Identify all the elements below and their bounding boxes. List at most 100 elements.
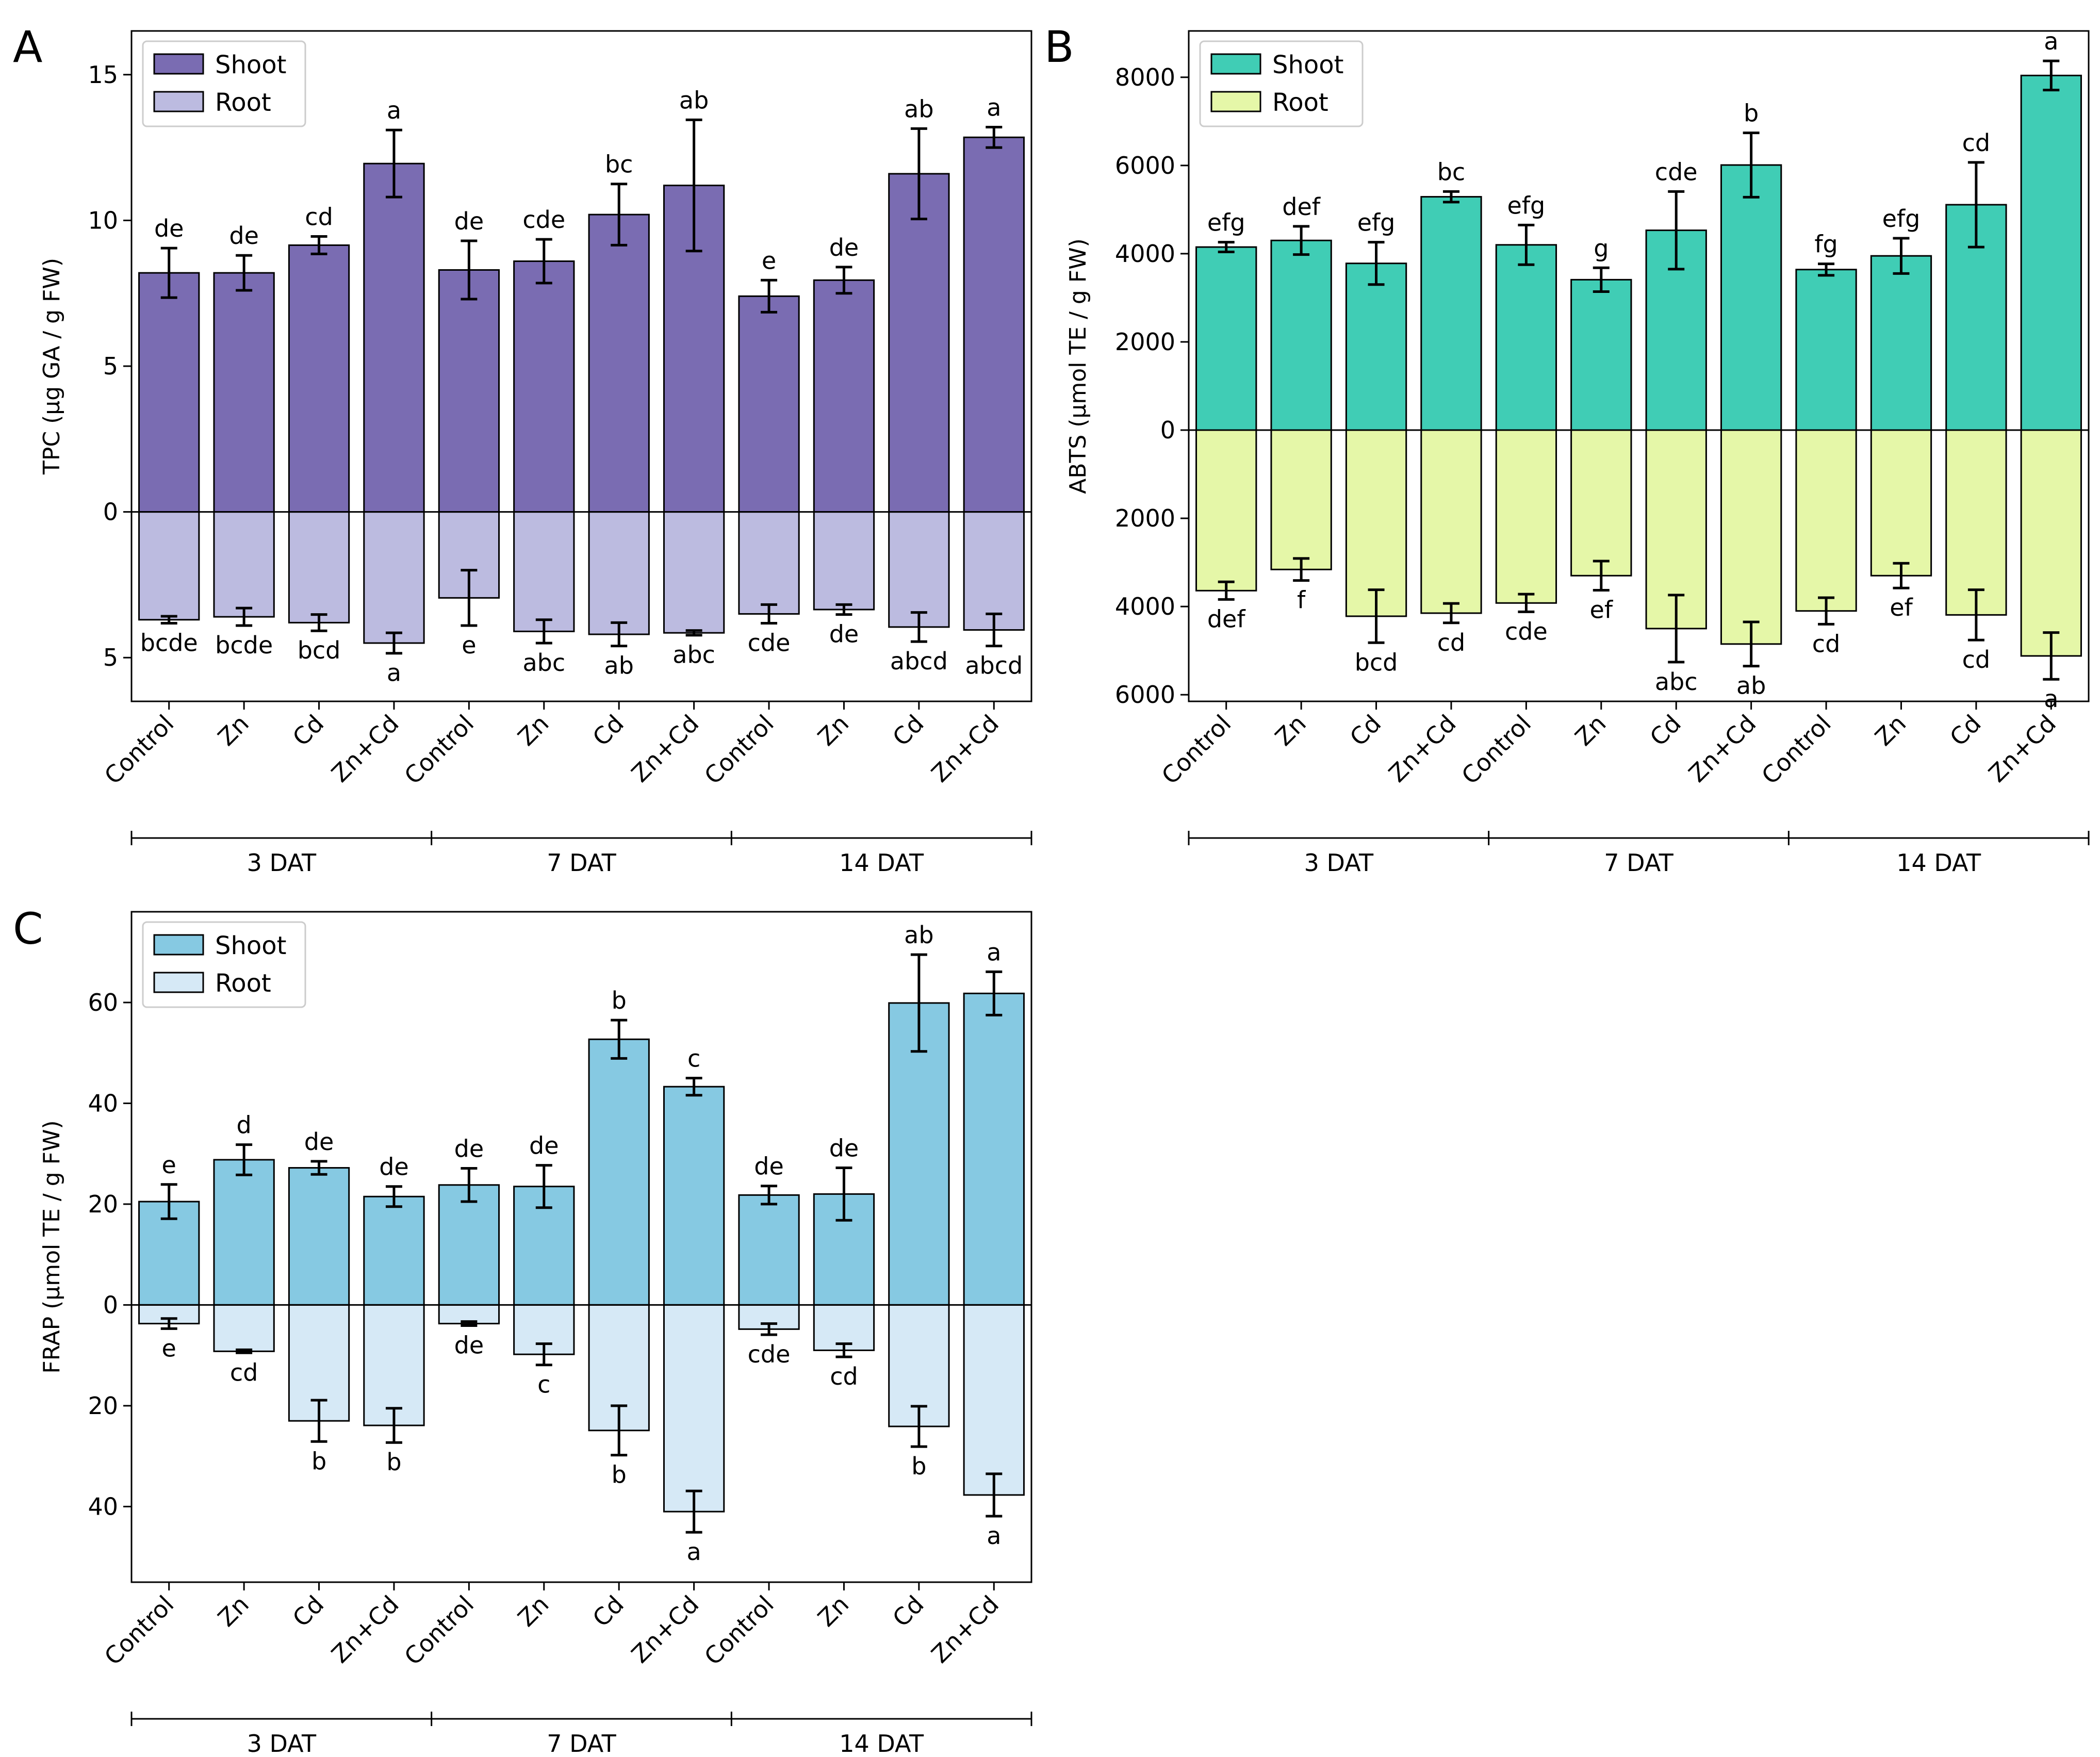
legend-root-label: Root xyxy=(1272,88,1328,117)
root-bar xyxy=(1195,429,1257,592)
y-tick-label: 5 xyxy=(103,352,118,380)
panel-a-tpc-chart: Ade bcde de bcde cd bcd a a de e cde abc bc ab ab abc e c… xyxy=(13,22,1032,877)
group-label: 14 DAT xyxy=(1896,849,1981,877)
shoot-bar xyxy=(1870,255,1932,431)
root-significance-letter: cde xyxy=(1505,617,1548,645)
y-tick-label: 20 xyxy=(88,1190,118,1218)
shoot-significance-letter: de xyxy=(829,1135,859,1162)
root-significance-letter: a xyxy=(687,1538,701,1566)
group-label: 7 DAT xyxy=(547,849,616,877)
shoot-significance-letter: def xyxy=(1282,193,1321,221)
shoot-significance-letter: efg xyxy=(1357,209,1396,237)
root-bar xyxy=(1870,429,1932,577)
x-category-label: Control xyxy=(1756,710,1836,790)
y-tick-label: 6000 xyxy=(1115,681,1175,709)
shoot-significance-letter: e xyxy=(762,247,776,274)
root-bar xyxy=(1420,429,1482,614)
root-significance-letter: f xyxy=(1297,586,1306,614)
root-significance-letter: abc xyxy=(522,649,565,677)
root-bar xyxy=(663,1304,725,1513)
panel-label: B xyxy=(1044,22,1074,72)
shoot-significance-letter: ab xyxy=(679,86,709,114)
x-category-label: Control xyxy=(99,710,179,790)
root-bar xyxy=(288,511,350,623)
shoot-significance-letter: efg xyxy=(1507,191,1546,219)
root-significance-letter: def xyxy=(1207,605,1246,633)
x-category-label: Zn+Cd xyxy=(926,1590,1004,1669)
x-category-label: Zn xyxy=(1869,710,1911,751)
shoot-bar xyxy=(1495,244,1557,431)
x-category-label: Cd xyxy=(287,1590,330,1633)
shoot-significance-letter: de xyxy=(829,234,859,261)
root-significance-letter: a xyxy=(987,1522,1001,1550)
x-category-label: Cd xyxy=(587,710,629,752)
shoot-significance-letter: c xyxy=(687,1045,700,1073)
root-significance-letter: a xyxy=(387,659,401,687)
group-label: 3 DAT xyxy=(1304,849,1374,877)
x-category-label: Control xyxy=(699,1590,779,1671)
legend-root-swatch xyxy=(153,972,204,993)
shoot-significance-letter: b xyxy=(612,987,627,1014)
root-bar xyxy=(213,511,275,618)
x-category-label: Zn+Cd xyxy=(1383,710,1462,788)
shoot-bar xyxy=(588,1038,650,1306)
root-bar xyxy=(1720,429,1782,645)
y-tick-label: 0 xyxy=(103,498,118,526)
x-category-label: Cd xyxy=(1344,710,1387,752)
legend-shoot-swatch xyxy=(153,53,204,75)
shoot-bar xyxy=(1195,246,1257,431)
root-significance-letter: abcd xyxy=(890,647,948,675)
x-category-label: Control xyxy=(1156,710,1237,790)
group-label: 7 DAT xyxy=(1604,849,1674,877)
shoot-bar xyxy=(438,269,500,513)
x-category-label: Control xyxy=(1456,710,1536,790)
y-tick-label: 0 xyxy=(1160,416,1175,444)
legend-shoot-label: Shoot xyxy=(215,51,286,79)
x-category-label: Cd xyxy=(1644,710,1686,752)
shoot-significance-letter: efg xyxy=(1882,205,1921,233)
group-label: 3 DAT xyxy=(247,849,317,877)
shoot-bar xyxy=(738,295,800,513)
y-tick-label: 2000 xyxy=(1115,328,1175,356)
root-significance-letter: ab xyxy=(604,652,634,680)
root-significance-letter: bcd xyxy=(298,636,341,664)
shoot-significance-letter: ab xyxy=(904,95,933,123)
root-bar xyxy=(363,1304,425,1426)
root-bar xyxy=(363,511,425,644)
x-category-label: Zn+Cd xyxy=(326,710,404,788)
legend-shoot-label: Shoot xyxy=(215,931,286,960)
root-significance-letter: bcd xyxy=(1355,648,1398,676)
shoot-significance-letter: efg xyxy=(1207,209,1245,237)
shoot-significance-letter: de xyxy=(454,207,484,235)
root-bar xyxy=(1795,429,1857,612)
root-significance-letter: b xyxy=(311,1447,326,1475)
plot-frame xyxy=(1188,30,2090,702)
shoot-significance-letter: bc xyxy=(1437,158,1466,186)
root-bar xyxy=(1495,429,1557,604)
root-significance-letter: abcd xyxy=(965,652,1023,680)
root-significance-letter: b xyxy=(612,1461,627,1489)
shoot-bar xyxy=(813,279,875,513)
shoot-bar xyxy=(2020,74,2082,431)
shoot-significance-letter: fg xyxy=(1814,231,1838,258)
shoot-significance-letter: cd xyxy=(305,203,333,231)
y-tick-label: 4000 xyxy=(1115,593,1175,620)
shoot-bar xyxy=(363,162,425,513)
legend-shoot-label: Shoot xyxy=(1272,51,1343,79)
x-category-label: Control xyxy=(399,710,479,790)
root-bar xyxy=(888,511,950,628)
shoot-bar xyxy=(288,1167,350,1306)
y-tick-label: 15 xyxy=(88,61,118,89)
shoot-significance-letter: ab xyxy=(904,921,933,949)
root-bar xyxy=(588,511,650,635)
root-significance-letter: c xyxy=(537,1371,550,1399)
root-bar xyxy=(2020,429,2082,657)
root-significance-letter: cde xyxy=(748,1340,791,1368)
shoot-bar xyxy=(1420,196,1482,431)
shoot-significance-letter: b xyxy=(1744,100,1759,127)
root-significance-letter: cd xyxy=(1812,630,1841,658)
root-significance-letter: cd xyxy=(1962,646,1991,674)
shoot-bar xyxy=(738,1194,800,1306)
legend-shoot-swatch xyxy=(1210,53,1261,75)
